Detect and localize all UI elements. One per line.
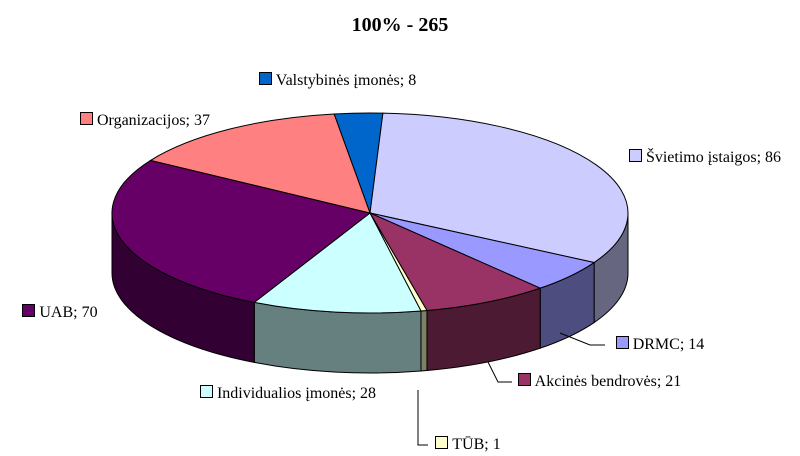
label-key xyxy=(517,373,531,386)
label-text: Švietimo įstaigos; 86 xyxy=(645,149,782,166)
data-label: Individualios įmonės; 28 xyxy=(183,383,393,405)
data-label: UAB; 70 xyxy=(5,302,115,324)
label-text: Individualios įmonės; 28 xyxy=(216,385,377,402)
label-text: DRMC; 14 xyxy=(632,336,705,353)
label-text: UAB; 70 xyxy=(39,304,98,321)
pie xyxy=(111,112,629,374)
data-label: Švietimo įstaigos; 86 xyxy=(605,147,800,169)
pie-slice xyxy=(111,159,372,303)
leader-line xyxy=(487,361,512,383)
data-label: DRMC; 14 xyxy=(600,334,720,356)
label-key xyxy=(628,149,642,162)
label-text: Valstybinės įmonės; 8 xyxy=(275,72,417,89)
pie-slice xyxy=(368,211,542,312)
leader-line xyxy=(559,332,605,346)
label-key xyxy=(258,72,272,85)
label-key xyxy=(615,336,629,349)
data-label: Akcinės bendrovės; 21 xyxy=(512,371,687,393)
leader-line xyxy=(417,390,428,446)
data-label: Valstybinės įmonės; 8 xyxy=(240,70,435,92)
label-text: Organizacijos; 37 xyxy=(96,112,210,129)
label-text: Akcinės bendrovės; 21 xyxy=(534,373,682,390)
pie-slice xyxy=(369,112,629,264)
data-label: TŪB; 1 xyxy=(428,434,508,456)
chart-title: 100% - 265 xyxy=(351,14,449,36)
label-text: TŪB; 1 xyxy=(452,436,501,453)
label-key xyxy=(79,112,93,125)
pie-slice xyxy=(253,212,422,314)
label-key xyxy=(435,436,449,449)
data-label: Organizacijos; 37 xyxy=(45,110,245,132)
label-key xyxy=(199,385,213,398)
pie-slice xyxy=(149,113,371,214)
label-key xyxy=(22,304,36,317)
pie-wall xyxy=(420,309,428,372)
